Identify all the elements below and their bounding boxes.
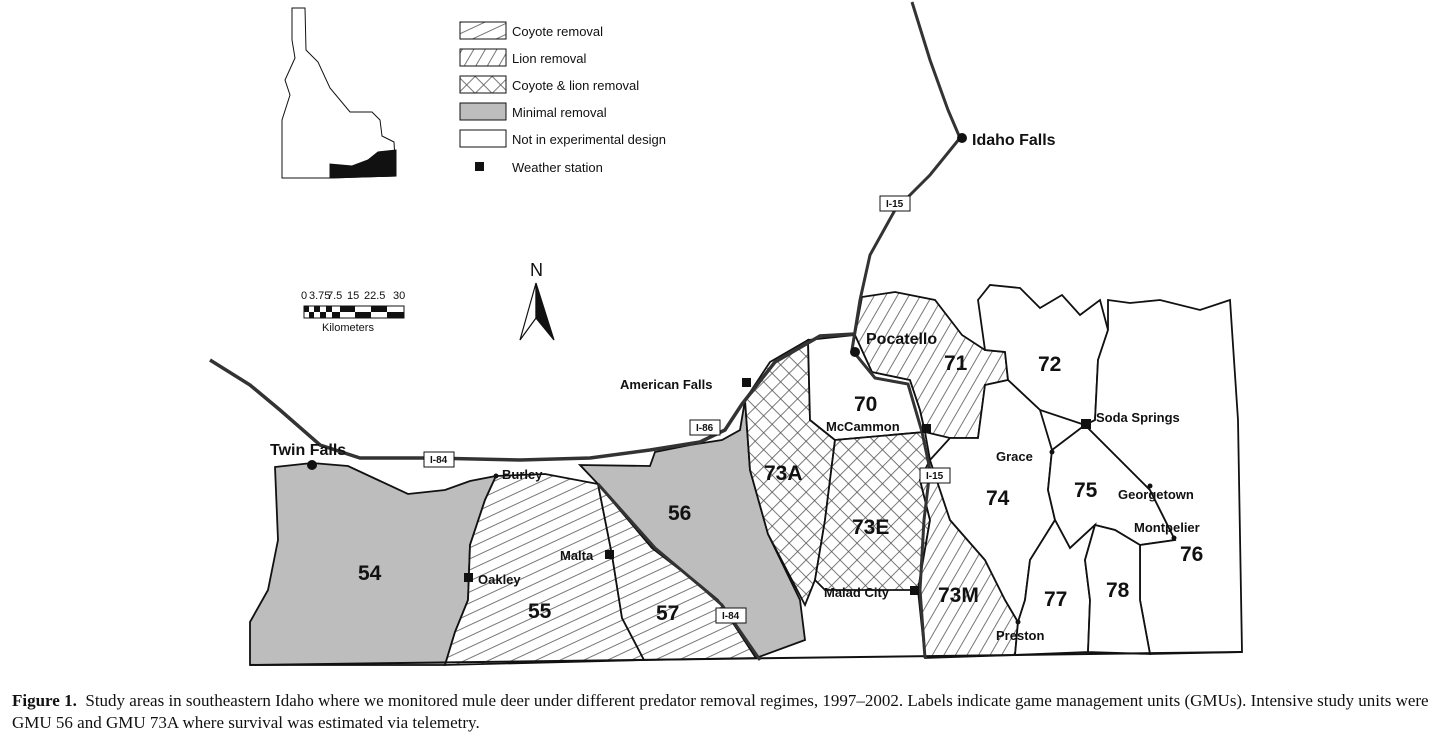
legend-weather-station-icon [475, 162, 484, 171]
scale-unit: Kilometers [322, 322, 374, 334]
legend: Coyote removal Lion removal Coyote & lio… [459, 21, 666, 175]
town-georgetown: Georgetown [1118, 487, 1194, 502]
gmu-55 [443, 473, 646, 666]
legend-swatch-both [459, 75, 507, 94]
gmu-label-73e: 73E [852, 516, 889, 539]
city-twin-falls: Twin Falls [270, 442, 346, 459]
shield-i84-south: I-84 [722, 611, 740, 622]
legend-swatch-coyote [459, 21, 507, 40]
inset-study-region [329, 149, 397, 179]
legend-label-coyote: Coyote removal [512, 24, 603, 39]
gmu-label-77: 77 [1044, 588, 1067, 611]
scale-tick-4: 22.5 [364, 290, 385, 302]
scale-tick-0: 0 [301, 290, 307, 302]
scale-tick-1: 3.75 [309, 290, 330, 302]
shield-i15-north: I-15 [886, 199, 904, 210]
gmu-label-73a: 73A [764, 462, 803, 485]
gmu-73e [814, 431, 931, 591]
gmu-label-76: 76 [1180, 543, 1203, 566]
city-pocatello: Pocatello [866, 331, 937, 348]
gmu-label-78: 78 [1106, 579, 1130, 602]
legend-swatch-lion [459, 48, 507, 67]
legend-swatch-none [459, 129, 507, 148]
highway-shields: I-15 I-86 I-84 I-15 I-84 [423, 195, 951, 624]
gmu-label-75: 75 [1074, 479, 1098, 502]
study-area-map: Coyote removal Lion removal Coyote & lio… [209, 1, 1243, 666]
town-preston: Preston [996, 628, 1044, 643]
legend-label-both: Coyote & lion removal [512, 78, 639, 93]
shield-i84-west: I-84 [430, 455, 448, 466]
i86-i84-road [209, 332, 856, 462]
town-montpelier: Montpelier [1134, 520, 1200, 535]
town-oakley: Oakley [478, 572, 521, 587]
town-mccammon: McCammon [826, 419, 900, 434]
gmu-label-54: 54 [358, 562, 382, 585]
caption-text: Study areas in southeastern Idaho where … [12, 691, 1429, 732]
scale-tick-5: 30 [393, 290, 405, 302]
gmu-label-57: 57 [656, 602, 679, 625]
idaho-inset [281, 7, 397, 179]
scale-tick-2: 7.5 [327, 290, 342, 302]
legend-label-lion: Lion removal [512, 51, 587, 66]
town-grace: Grace [996, 449, 1033, 464]
gmu-label-56: 56 [668, 502, 691, 525]
town-soda-springs: Soda Springs [1096, 410, 1180, 425]
town-malad-city: Malad City [824, 585, 890, 600]
gmu-polygons [249, 284, 1243, 666]
legend-label-weather: Weather station [512, 160, 603, 175]
town-malta: Malta [560, 548, 594, 563]
legend-swatch-minimal [459, 102, 507, 121]
legend-label-none: Not in experimental design [512, 132, 666, 147]
city-idaho-falls: Idaho Falls [972, 132, 1056, 149]
gmu-label-72: 72 [1038, 353, 1061, 376]
shield-i15-south: I-15 [926, 471, 944, 482]
gmu-label-71: 71 [944, 352, 968, 375]
town-american-falls: American Falls [620, 377, 713, 392]
scale-bar: 0 3.75 7.5 15 22.5 30 Kilometers [301, 290, 405, 334]
figure-caption: Figure 1. Study areas in southeastern Id… [12, 690, 1442, 734]
town-burley: Burley [502, 467, 543, 482]
gmu-label-74: 74 [986, 487, 1010, 510]
scale-tick-3: 15 [347, 290, 359, 302]
towns: American Falls McCammon Burley Oakley Ma… [464, 377, 1200, 643]
legend-label-minimal: Minimal removal [512, 105, 607, 120]
shield-i86: I-86 [696, 423, 714, 434]
gmu-label-70: 70 [854, 393, 877, 416]
north-arrow: N [519, 260, 555, 341]
gmu-label-73m: 73M [938, 584, 979, 607]
north-label: N [530, 260, 543, 280]
gmu-labels: 54 55 56 57 70 71 72 73A 73E 73M 74 75 7… [358, 352, 1203, 625]
cities: Idaho Falls Pocatello Twin Falls [270, 132, 1056, 470]
i15-road [850, 1, 962, 659]
caption-label: Figure 1. [12, 691, 77, 710]
gmu-label-55: 55 [528, 600, 552, 623]
